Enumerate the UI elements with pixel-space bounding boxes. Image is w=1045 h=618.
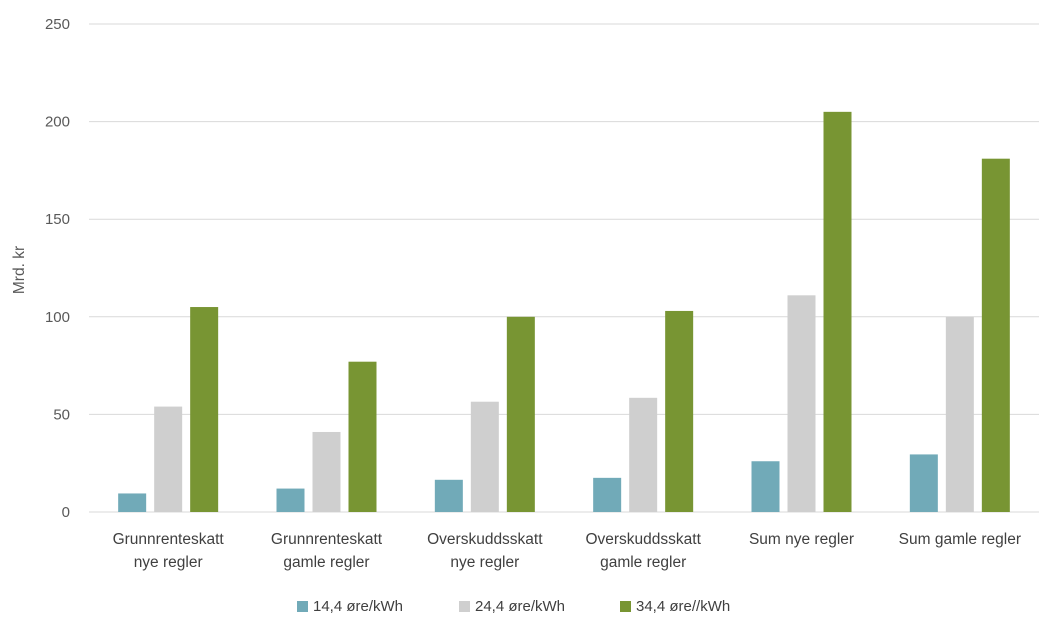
bar-series2-cat1 xyxy=(348,361,377,512)
bar-series1-cat3 xyxy=(629,397,658,512)
y-tick-label: 150 xyxy=(45,211,70,228)
bar-series1-cat4 xyxy=(787,295,816,512)
x-axis-categories: Grunnrenteskatt nye regler Grunnrenteskatt… xyxy=(113,531,1021,571)
y-axis-ticks: 0 50 100 150 200 250 xyxy=(45,16,70,521)
bar-series1-cat0 xyxy=(154,406,183,512)
x-category-label: Sum nye regler xyxy=(749,531,854,548)
bar-series0-cat3 xyxy=(593,477,622,512)
legend: 14,4 øre/kWh 24,4 øre/kWh 34,4 øre//kWh xyxy=(297,598,730,615)
legend-swatch xyxy=(459,601,470,612)
legend-swatch xyxy=(297,601,308,612)
bars xyxy=(118,111,1010,513)
x-category-label: Overskuddsskatt nye regler xyxy=(427,531,543,571)
y-tick-label: 0 xyxy=(62,504,70,521)
bar-series2-cat2 xyxy=(506,316,535,512)
x-category-label: Grunnrenteskatt gamle regler xyxy=(271,531,383,571)
y-tick-label: 250 xyxy=(45,16,70,33)
gridlines xyxy=(89,23,1039,513)
bar-series1-cat1 xyxy=(312,431,341,512)
bar-series1-cat2 xyxy=(470,401,499,512)
bar-series2-cat3 xyxy=(665,310,694,512)
bar-series0-cat0 xyxy=(118,493,147,512)
legend-label: 14,4 øre/kWh xyxy=(313,598,403,615)
legend-swatch xyxy=(620,601,631,612)
y-tick-label: 50 xyxy=(53,406,70,423)
bar-series0-cat5 xyxy=(909,454,938,512)
x-category-label: Overskuddsskatt gamle regler xyxy=(585,531,701,571)
bar-series0-cat1 xyxy=(276,488,305,512)
bar-series0-cat4 xyxy=(751,461,780,512)
bar-series2-cat4 xyxy=(823,111,852,512)
legend-label: 34,4 øre//kWh xyxy=(636,598,730,615)
bar-series1-cat5 xyxy=(945,316,974,512)
x-category-label: Grunnrenteskatt nye regler xyxy=(113,531,225,571)
bar-series2-cat5 xyxy=(981,158,1010,513)
y-tick-label: 200 xyxy=(45,114,70,131)
bar-series0-cat2 xyxy=(434,479,463,512)
x-category-label: Sum gamle regler xyxy=(899,531,1021,548)
legend-label: 24,4 øre/kWh xyxy=(475,598,565,615)
y-tick-label: 100 xyxy=(45,309,70,326)
bar-series2-cat0 xyxy=(190,307,219,512)
y-axis-title: Mrd. kr xyxy=(11,246,28,294)
